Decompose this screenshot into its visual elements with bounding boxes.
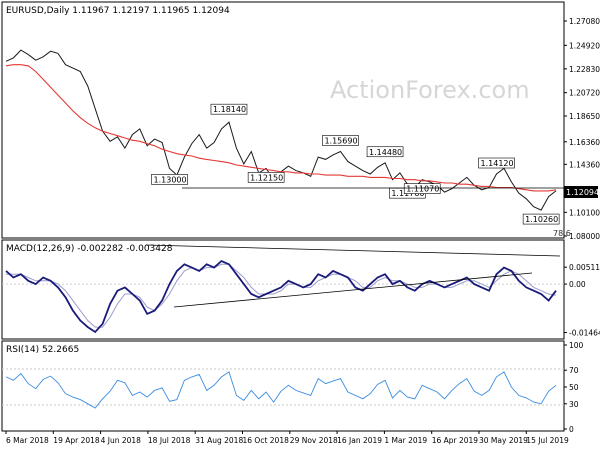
price-header: EURUSD,Daily 1.11967 1.12197 1.11965 1.1… [6, 6, 230, 16]
rsi-plot [5, 371, 557, 409]
price-annotation-box [403, 183, 441, 194]
macd-plot [2, 259, 564, 334]
price-annotation-label: 1.13000 [154, 175, 187, 184]
price-y-tick-label: 1.24920 [569, 41, 600, 50]
price-y-tick-label: 1.14360 [569, 160, 600, 169]
price-annotation-label: 1.12150 [250, 173, 283, 182]
price-annotation-label: 1.14480 [369, 148, 402, 157]
x-tick-label: 29 Nov 2018 [290, 436, 338, 445]
price-y-tick-label: 1.18650 [569, 112, 600, 121]
rsi-y-tick-label: 100 [569, 341, 584, 350]
price-y-tick-label: 1.20720 [569, 89, 600, 98]
price-annotation-box [522, 213, 560, 225]
x-tick-label: 16 Apr 2019 [432, 436, 479, 445]
rsi-y-tick-label: 0 [569, 425, 574, 434]
x-tick-label: 30 May 2019 [479, 436, 528, 445]
price-annotation-box [247, 172, 285, 183]
macd-main-line [5, 259, 557, 334]
x-tick-label: 6 Mar 2018 [6, 436, 49, 445]
price-y-tick-label: 1.22830 [569, 65, 600, 74]
rsi-y-tick-label: 30 [569, 400, 579, 409]
current-price-marker [564, 186, 598, 198]
x-tick-label: 1 Mar 2019 [384, 436, 427, 445]
price-y-tick-label: 1.27080 [569, 17, 600, 26]
axes: 1.27080 1.24920 1.22830 1.20720 1.18650 1.163… [5, 17, 600, 445]
price-annotation-box [366, 146, 404, 158]
macd-lower-trendline [173, 272, 533, 308]
price-annotation-box [322, 135, 359, 146]
moving-average-line [5, 64, 557, 192]
x-tick-label: 15 Jul 2019 [526, 436, 569, 445]
rsi-y-tick-label: 70 [569, 366, 579, 375]
fib-label: 78.6 [553, 229, 571, 238]
price-annotation-label: 1.10260 [525, 215, 558, 224]
price-annotation-box [151, 174, 188, 185]
rsi-line [5, 371, 557, 409]
macd-signal-line [6, 263, 557, 328]
x-tick-label: 4 Jun 2018 [101, 436, 142, 445]
macd-header: MACD(12,26,9) -0.002282 -0.003428 [6, 244, 173, 254]
macd-y-tick-label: 0.005114 [569, 263, 600, 272]
price-y-tick-label: 1.08000 [569, 232, 600, 241]
x-tick-label: 16 Oct 2018 [243, 436, 290, 445]
price-annotation-box [478, 157, 515, 169]
price-annotation-label: 1.15690 [324, 136, 357, 145]
rsi-y-tick-label: 50 [569, 383, 579, 392]
x-tick-label: 19 Apr 2018 [53, 436, 100, 445]
price-y-tick-label: 1.10100 [569, 208, 600, 217]
x-tick-label: 16 Jan 2019 [337, 436, 382, 445]
price-annotation-label: 1.11070 [406, 185, 439, 194]
price-annotation-box [210, 103, 248, 115]
price-annotation-label: 1.14120 [481, 159, 514, 168]
price-y-tick-label: 1.16360 [569, 138, 600, 147]
rsi-panel [1, 340, 565, 432]
macd-y-tick-label: 0.00 [569, 280, 586, 289]
x-tick-label: 31 Aug 2018 [195, 436, 243, 445]
price-panel [1, 1, 565, 239]
watermark: ActionForex.com [330, 76, 530, 104]
current-price-label: 1.12094 [566, 188, 599, 197]
price-annotation-label: 1.18140 [213, 105, 246, 114]
rsi-header: RSI(14) 52.2665 [6, 345, 79, 355]
macd-upper-trendline [145, 244, 561, 257]
x-tick-label: 18 Jul 2018 [148, 436, 191, 445]
macd-y-tick-label: -0.014647 [569, 329, 600, 338]
price-plot: 1.181401.130001.121501.156901.144801.117… [5, 49, 560, 225]
